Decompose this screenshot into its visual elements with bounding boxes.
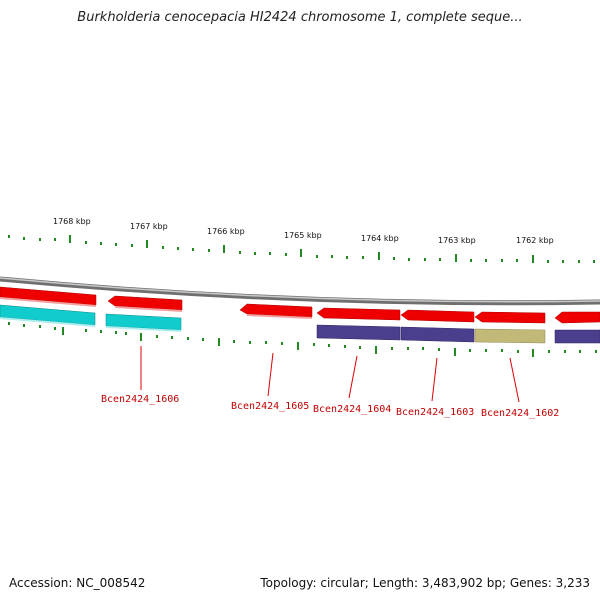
feature-cyan-sheen bbox=[0, 317, 95, 327]
topology-summary: Topology: circular; Length: 3,483,902 bp… bbox=[260, 576, 590, 590]
gene-label[interactable]: Bcen2424_1604 bbox=[313, 404, 391, 415]
gene-cds[interactable] bbox=[474, 311, 546, 324]
upper-tick-track bbox=[8, 235, 595, 263]
feature-cyan-sheen bbox=[106, 326, 181, 332]
tick-label: 1764 kbp bbox=[361, 234, 399, 243]
accession-text: Accession: NC_008542 bbox=[9, 576, 146, 590]
gene-cds-shadow bbox=[247, 314, 312, 319]
tick-label: 1763 kbp bbox=[438, 236, 476, 245]
gene-cds[interactable] bbox=[107, 295, 183, 311]
forward-cds-track[interactable] bbox=[0, 286, 600, 324]
gene-label[interactable]: Bcen2424_1602 bbox=[481, 408, 559, 419]
tick-label: 1767 kbp bbox=[130, 222, 168, 231]
feature-khaki[interactable] bbox=[474, 328, 546, 344]
gene-label[interactable]: Bcen2424_1606 bbox=[101, 394, 179, 405]
genome-backbone-highlight bbox=[0, 277, 600, 303]
feature-purple[interactable] bbox=[316, 324, 401, 341]
feature-purple[interactable] bbox=[554, 329, 600, 344]
gene-labels: Bcen2424_1606 Bcen2424_1605 Bcen2424_160… bbox=[101, 394, 559, 419]
tick-label: 1766 kbp bbox=[207, 227, 245, 236]
gene-label[interactable]: Bcen2424_1603 bbox=[396, 407, 474, 418]
gene-label-leaders bbox=[140, 346, 520, 403]
tick-label: 1762 kbp bbox=[516, 236, 554, 245]
feature-track[interactable] bbox=[0, 304, 600, 344]
gene-cds[interactable] bbox=[400, 309, 475, 323]
lower-tick-track bbox=[8, 322, 597, 357]
map-title: Burkholderia cenocepacia HI2424 chromoso… bbox=[77, 10, 523, 25]
feature-purple[interactable] bbox=[400, 326, 475, 343]
gene-cds[interactable] bbox=[554, 311, 600, 324]
gene-cds[interactable] bbox=[239, 303, 313, 318]
tick-labels: 1768 kbp 1767 kbp 1766 kbp 1765 kbp 1764… bbox=[53, 217, 554, 245]
gene-label[interactable]: Bcen2424_1605 bbox=[231, 401, 309, 412]
gene-cds-shadow bbox=[0, 297, 96, 307]
gene-cds[interactable] bbox=[316, 307, 401, 321]
genome-backbone bbox=[0, 276, 600, 306]
tick-label: 1765 kbp bbox=[284, 231, 322, 240]
tick-label: 1768 kbp bbox=[53, 217, 91, 226]
gene-cds-shadow bbox=[115, 306, 182, 312]
